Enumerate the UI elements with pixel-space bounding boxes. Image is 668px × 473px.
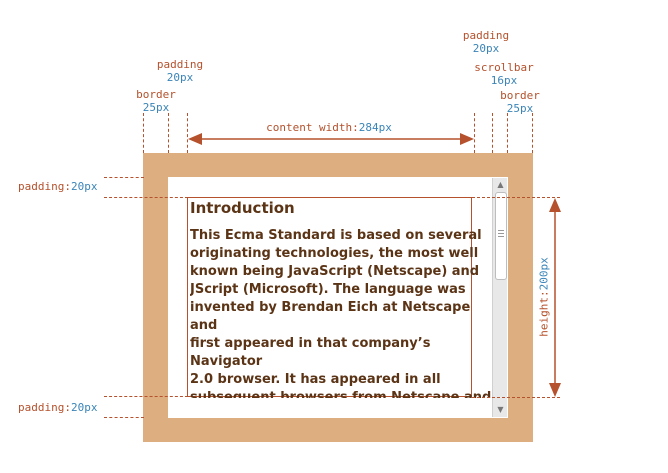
scrollbar-grip-icon — [498, 230, 504, 238]
height-arrow-bottom — [549, 383, 561, 397]
guide-content-left — [187, 113, 188, 153]
guide-height-bottom — [472, 397, 560, 398]
content-text: Introduction This Ecma Standard is based… — [190, 198, 496, 398]
content-area-frame — [187, 197, 472, 397]
scrollbar[interactable]: ▲ ▼ — [492, 178, 507, 417]
scroll-down-icon[interactable]: ▼ — [497, 405, 504, 414]
scroll-up-icon[interactable]: ▲ — [497, 180, 504, 189]
label-padding-left-top: padding 20px — [156, 58, 204, 84]
guide-padding-bottom-outer — [104, 417, 144, 418]
content-paragraph: This Ecma Standard is based on several o… — [190, 228, 492, 398]
label-border-right: border 25px — [500, 89, 540, 115]
guide-content-right — [474, 113, 475, 153]
guide-height-top — [472, 197, 560, 198]
guide-scrollbar-left — [492, 113, 493, 153]
content-width-arrow-right — [460, 133, 474, 145]
guide-scrollbar-right — [507, 113, 508, 153]
label-padding-right: padding 20px — [462, 29, 510, 55]
guide-border-left-outer — [143, 113, 144, 153]
label-scrollbar: scrollbar 16px — [474, 61, 534, 87]
label-content-width: content width:284px — [266, 121, 392, 134]
content-heading: Introduction — [190, 199, 295, 217]
content-width-arrow-left — [188, 133, 202, 145]
label-padding-bottom: padding:20px — [18, 401, 98, 414]
scrollbar-thumb[interactable] — [495, 192, 507, 280]
guide-border-right-outer — [532, 113, 533, 153]
guide-padding-bottom-inner — [104, 396, 188, 397]
element-padding-area — [168, 177, 508, 418]
label-height: height:200px — [537, 257, 551, 337]
height-arrow-top — [549, 198, 561, 212]
guide-padding-top-outer — [104, 177, 144, 178]
label-border-left: border 25px — [136, 88, 176, 114]
guide-border-left-inner — [168, 113, 169, 153]
label-padding-top: padding:20px — [18, 180, 98, 193]
guide-padding-top-inner — [104, 197, 188, 198]
